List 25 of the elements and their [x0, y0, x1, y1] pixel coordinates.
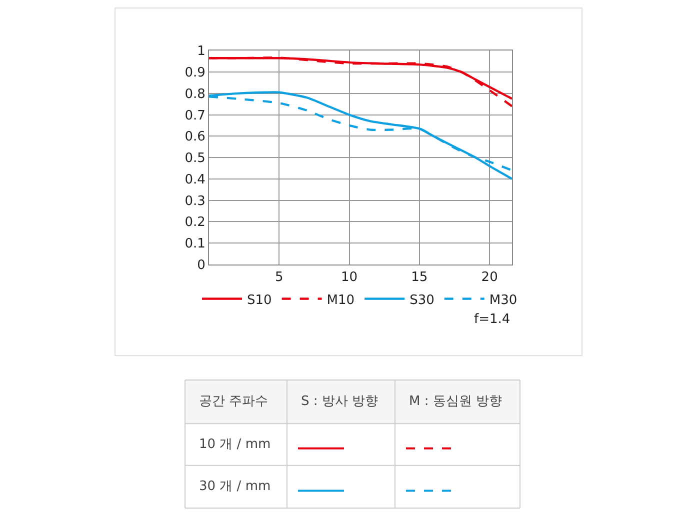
- y-tick-label: 0.5: [184, 151, 206, 166]
- y-tick-label: 0.3: [184, 194, 206, 209]
- text: 공간 주파수: [199, 394, 268, 409]
- y-tick-label: 0.4: [184, 172, 206, 188]
- legend-label: M30: [489, 292, 518, 308]
- legend-label: S10: [247, 292, 272, 308]
- x-tick-label: 15: [411, 270, 428, 285]
- y-tick-label: 0.6: [184, 130, 206, 145]
- text: M : 동심원 방향: [409, 394, 502, 409]
- y-tick-label: 0.2: [184, 215, 206, 230]
- text: f=1.4: [474, 312, 510, 327]
- y-tick-label: 0.9: [184, 66, 206, 81]
- y-tick-label: 1: [197, 44, 206, 60]
- y-tick-label: 0.8: [184, 86, 206, 102]
- text: S : 방사 방향: [301, 394, 378, 409]
- y-tick-label: 0.1: [184, 236, 206, 252]
- x-tick-label: 5: [275, 270, 284, 285]
- legend-label: M10: [326, 292, 355, 308]
- text: 30 개 / mm: [199, 479, 271, 494]
- text: 10 개 / mm: [199, 437, 271, 452]
- x-tick-label: 10: [341, 270, 358, 285]
- y-tick-label: 0.7: [184, 108, 206, 124]
- y-tick-label: 0: [197, 258, 206, 273]
- legend-label: S30: [410, 292, 434, 308]
- x-tick-label: 20: [481, 270, 498, 285]
